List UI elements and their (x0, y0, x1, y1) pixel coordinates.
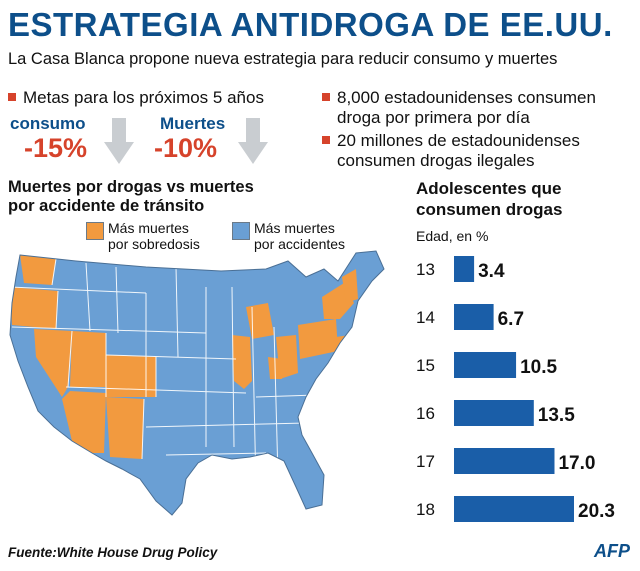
bullet-marker (322, 93, 330, 101)
bar-value-label: 10.5 (520, 357, 557, 378)
bar (454, 256, 475, 282)
fact-item: 20 millones de estadounidenses consumen … (322, 131, 580, 171)
map-title: Muertes por drogas vs muertes por accide… (8, 178, 254, 216)
bar-value-label: 13.5 (538, 405, 575, 426)
bullet-marker (8, 93, 16, 101)
bar (454, 352, 517, 378)
legend-swatch-accidents (232, 222, 250, 240)
legend-swatch-overdose (86, 222, 104, 240)
teen-drug-use-bar-chart: 13 3.4 14 6.7 15 10.5 16 13.5 17 17.0 18 20.3 (416, 256, 615, 522)
legend-line: Más muertes (108, 220, 189, 236)
map-title-line: Muertes por drogas vs muertes (8, 178, 254, 196)
legend-line: por sobredosis (108, 236, 200, 252)
muertes-value: -10% (154, 133, 218, 163)
goals-heading-text: Metas para los próximos 5 años (23, 88, 264, 107)
us-map (6, 247, 406, 537)
fact-item: 8,000 estadounidenses consumen droga por… (322, 88, 596, 128)
legend-line: por accidentes (254, 236, 346, 252)
bar-category-label: 15 (416, 356, 435, 375)
goals-heading: Metas para los próximos 5 años (8, 88, 264, 108)
fact-line: consumen drogas ilegales (337, 151, 535, 170)
map-title-line: por accidente de tránsito (8, 197, 205, 215)
bar-category-label: 16 (416, 404, 435, 423)
fact-line: 8,000 estadounidenses consumen (337, 88, 596, 107)
bar (454, 496, 574, 522)
us-states-map-image (9, 250, 385, 516)
legend-line: Más muertes (254, 220, 335, 236)
legend-label-overdose: Más muertes por sobredosis (108, 220, 200, 252)
source-note: Fuente:White House Drug Policy (8, 545, 218, 560)
bullet-marker (322, 136, 330, 144)
fact-line: 20 millones de estadounidenses (337, 131, 580, 150)
consumo-label: consumo (10, 114, 86, 133)
chart-subtitle: Edad, en % (416, 228, 489, 244)
chart-title: Adolescentes que consumen drogas (416, 179, 563, 219)
bar (454, 304, 494, 330)
page-title: ESTRATEGIA ANTIDROGA DE EE.UU. (8, 6, 613, 43)
bar-value-label: 3.4 (478, 261, 505, 282)
bar-category-label: 18 (416, 500, 435, 519)
agency-credit: AFP (594, 541, 630, 561)
down-arrow-icon (104, 118, 134, 164)
consumo-value: -15% (24, 133, 88, 163)
bar-value-label: 6.7 (498, 309, 524, 330)
legend-label-accidents: Más muertes por accidentes (254, 220, 345, 252)
down-arrow-icon (238, 118, 268, 164)
page-subtitle: La Casa Blanca propone nueva estrategia … (8, 50, 558, 68)
bar (454, 400, 534, 426)
bar-category-label: 13 (416, 260, 435, 279)
bar-value-label: 17.0 (558, 453, 595, 474)
bar-category-label: 17 (416, 452, 435, 471)
fact-line: droga por primera por día (337, 108, 530, 127)
muertes-label: Muertes (160, 114, 226, 133)
bar (454, 448, 555, 474)
bar-value-label: 20.3 (578, 501, 615, 522)
bar-category-label: 14 (416, 308, 435, 327)
